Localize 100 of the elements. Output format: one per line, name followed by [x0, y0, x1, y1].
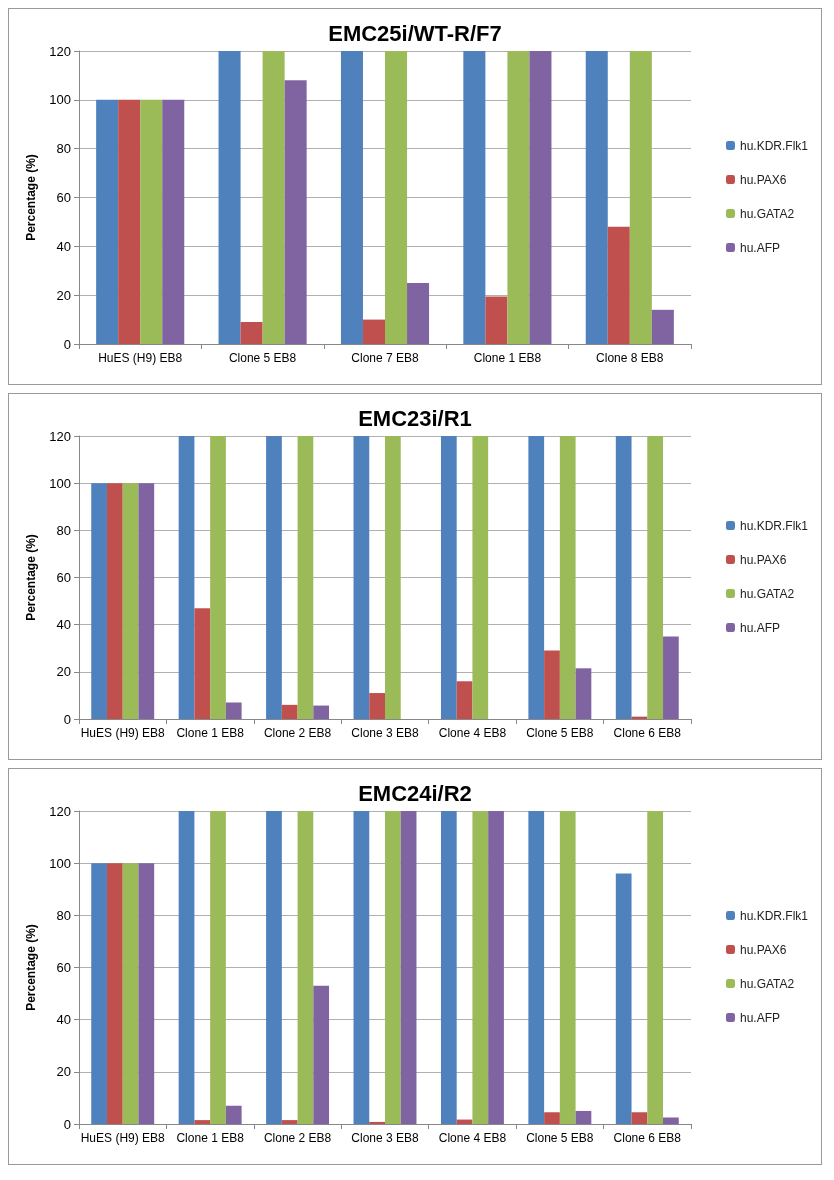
bar [663, 1117, 679, 1124]
bar [353, 436, 370, 719]
x-tick-label: HuES (H9) EB8 [98, 351, 183, 365]
bar [138, 863, 155, 1124]
bar [194, 1120, 211, 1124]
y-tick-label: 40 [56, 238, 71, 254]
y-tick-label: 120 [49, 43, 71, 59]
bar [615, 436, 632, 719]
bar [162, 99, 185, 344]
bar [297, 436, 314, 719]
bar [488, 811, 504, 1124]
legend-label: hu.GATA2 [739, 206, 795, 221]
bar [194, 608, 211, 719]
y-axis-title: Percentage (%) [24, 154, 38, 241]
x-tick-label: Clone 7 EB8 [351, 351, 420, 365]
x-tick-label: Clone 4 EB8 [438, 726, 507, 740]
bar [225, 1105, 242, 1124]
bar [647, 811, 664, 1124]
y-axis-title: Percentage (%) [24, 924, 38, 1011]
bar [225, 702, 242, 719]
x-tick-label: Clone 5 EB8 [228, 351, 297, 365]
x-tick-label: Clone 4 EB8 [438, 1131, 507, 1145]
y-tick-label: 80 [56, 522, 71, 538]
legend-label: hu.PAX6 [739, 552, 787, 567]
bar [385, 436, 401, 719]
bar [529, 51, 552, 344]
bar [544, 650, 560, 719]
y-tick-label: 80 [56, 141, 71, 157]
bar [122, 863, 139, 1124]
bar [559, 436, 576, 719]
x-tick-label: Clone 1 EB8 [473, 351, 542, 365]
bar [281, 1120, 298, 1124]
legend-label: hu.KDR.Flk1 [739, 138, 809, 153]
bar [647, 436, 664, 719]
bar [353, 811, 370, 1124]
bar [663, 636, 679, 719]
bar [615, 873, 632, 1124]
legend-label: hu.KDR.Flk1 [739, 908, 809, 923]
y-tick-label: 0 [63, 711, 71, 727]
bar [138, 483, 155, 719]
bar [91, 863, 107, 1124]
bar [407, 282, 430, 344]
x-tick-label: Clone 2 EB8 [263, 1131, 332, 1145]
x-tick-label: Clone 3 EB8 [351, 1131, 420, 1145]
x-tick-label: Clone 1 EB8 [176, 726, 245, 740]
x-tick-label: Clone 5 EB8 [526, 1131, 594, 1145]
bar [507, 51, 530, 344]
y-tick-label: 80 [56, 907, 71, 923]
legend-label: hu.PAX6 [739, 942, 787, 957]
bar [340, 51, 363, 344]
bar [140, 99, 163, 344]
x-tick-label: HuES (H9) EB8 [80, 726, 166, 740]
bar [485, 296, 508, 344]
y-tick-label: 120 [49, 428, 71, 444]
x-tick-label: Clone 6 EB8 [613, 726, 682, 740]
y-tick-label: 0 [63, 336, 71, 352]
bar [178, 811, 195, 1124]
x-tick-label: Clone 5 EB8 [526, 726, 594, 740]
bar [607, 226, 630, 344]
bar [631, 1112, 648, 1124]
bar [210, 811, 226, 1124]
bar [528, 811, 545, 1124]
bar [106, 483, 123, 719]
y-tick-label: 60 [56, 190, 71, 205]
bar [313, 705, 330, 719]
bar [106, 863, 123, 1124]
bar [544, 1112, 560, 1124]
bar [122, 483, 139, 719]
bar [385, 51, 408, 344]
bar [400, 811, 417, 1124]
bar [297, 811, 314, 1124]
bar [281, 704, 298, 719]
bar [266, 811, 282, 1124]
bar [91, 483, 107, 719]
bar [218, 51, 241, 344]
x-tick-label: Clone 3 EB8 [351, 726, 420, 740]
y-tick-label: 20 [56, 1064, 71, 1080]
bar [240, 322, 263, 344]
bar [440, 811, 457, 1124]
bar [559, 811, 576, 1124]
bar [369, 693, 385, 719]
bar [266, 436, 282, 719]
bar [118, 99, 141, 344]
bar [472, 811, 489, 1124]
legend-label: hu.AFP [739, 620, 781, 635]
legend-label: hu.AFP [739, 240, 781, 255]
bar [362, 319, 385, 344]
y-tick-label: 100 [49, 92, 71, 108]
legend-label: hu.GATA2 [739, 586, 795, 601]
bar [284, 80, 307, 344]
y-tick-label: 100 [49, 855, 71, 871]
legend-label: hu.PAX6 [739, 172, 787, 187]
x-tick-label: Clone 1 EB8 [176, 1131, 245, 1145]
y-axis-title: Percentage (%) [24, 534, 38, 621]
x-tick-label: Clone 8 EB8 [596, 351, 664, 365]
bar [385, 811, 401, 1124]
y-tick-label: 120 [49, 803, 71, 819]
y-tick-label: 20 [56, 287, 71, 303]
chart-title: EMC24i/R2 [358, 780, 472, 806]
y-tick-label: 40 [56, 617, 71, 633]
